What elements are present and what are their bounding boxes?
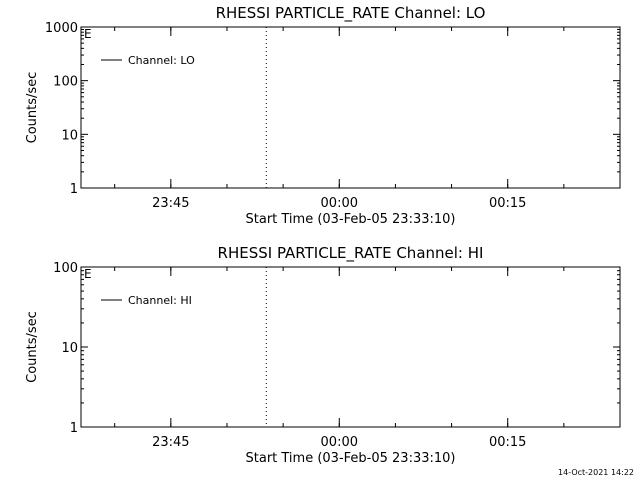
chart2-y-axis-label: Counts/sec [25,311,40,383]
chart2-x-tick-label: 23:45 [152,435,189,450]
chart1-x-tick-label: 00:15 [489,196,526,211]
chart1-x-tick-label: 23:45 [152,196,189,211]
chart1-plot-frame [80,26,621,189]
chart2-x-tick-label: 00:15 [489,435,526,450]
chart1-title: RHESSI PARTICLE_RATE Channel: LO [216,4,486,23]
chart1-y-tick-label: 10 [61,128,78,143]
chart1-y-tick-label: 100 [53,75,78,90]
chart1-marker-label: E [84,27,92,41]
chart2-legend-label: Channel: HI [128,294,192,307]
chart2-x-tick-label: 00:00 [321,435,358,450]
chart2-marker-label: E [84,267,92,281]
footer-timestamp: 14-Oct-2021 14:22 [558,468,634,477]
chart1-y-axis-label: Counts/sec [25,72,40,144]
chart2-x-axis-label: Start Time (03-Feb-05 23:33:10) [246,451,456,466]
chart1-y-tick-label: 1000 [45,21,78,36]
chart1-legend-label: Channel: LO [128,54,195,67]
chart2-y-tick-label: 100 [53,261,78,276]
chart2-title: RHESSI PARTICLE_RATE Channel: HI [218,244,484,263]
chart1-x-axis-label: Start Time (03-Feb-05 23:33:10) [246,212,456,227]
chart2-y-tick-label: 1 [70,421,78,436]
chart1-x-tick-label: 00:00 [321,196,358,211]
chart1-y-tick-label: 1 [70,182,78,197]
chart2-y-tick-label: 10 [61,341,78,356]
